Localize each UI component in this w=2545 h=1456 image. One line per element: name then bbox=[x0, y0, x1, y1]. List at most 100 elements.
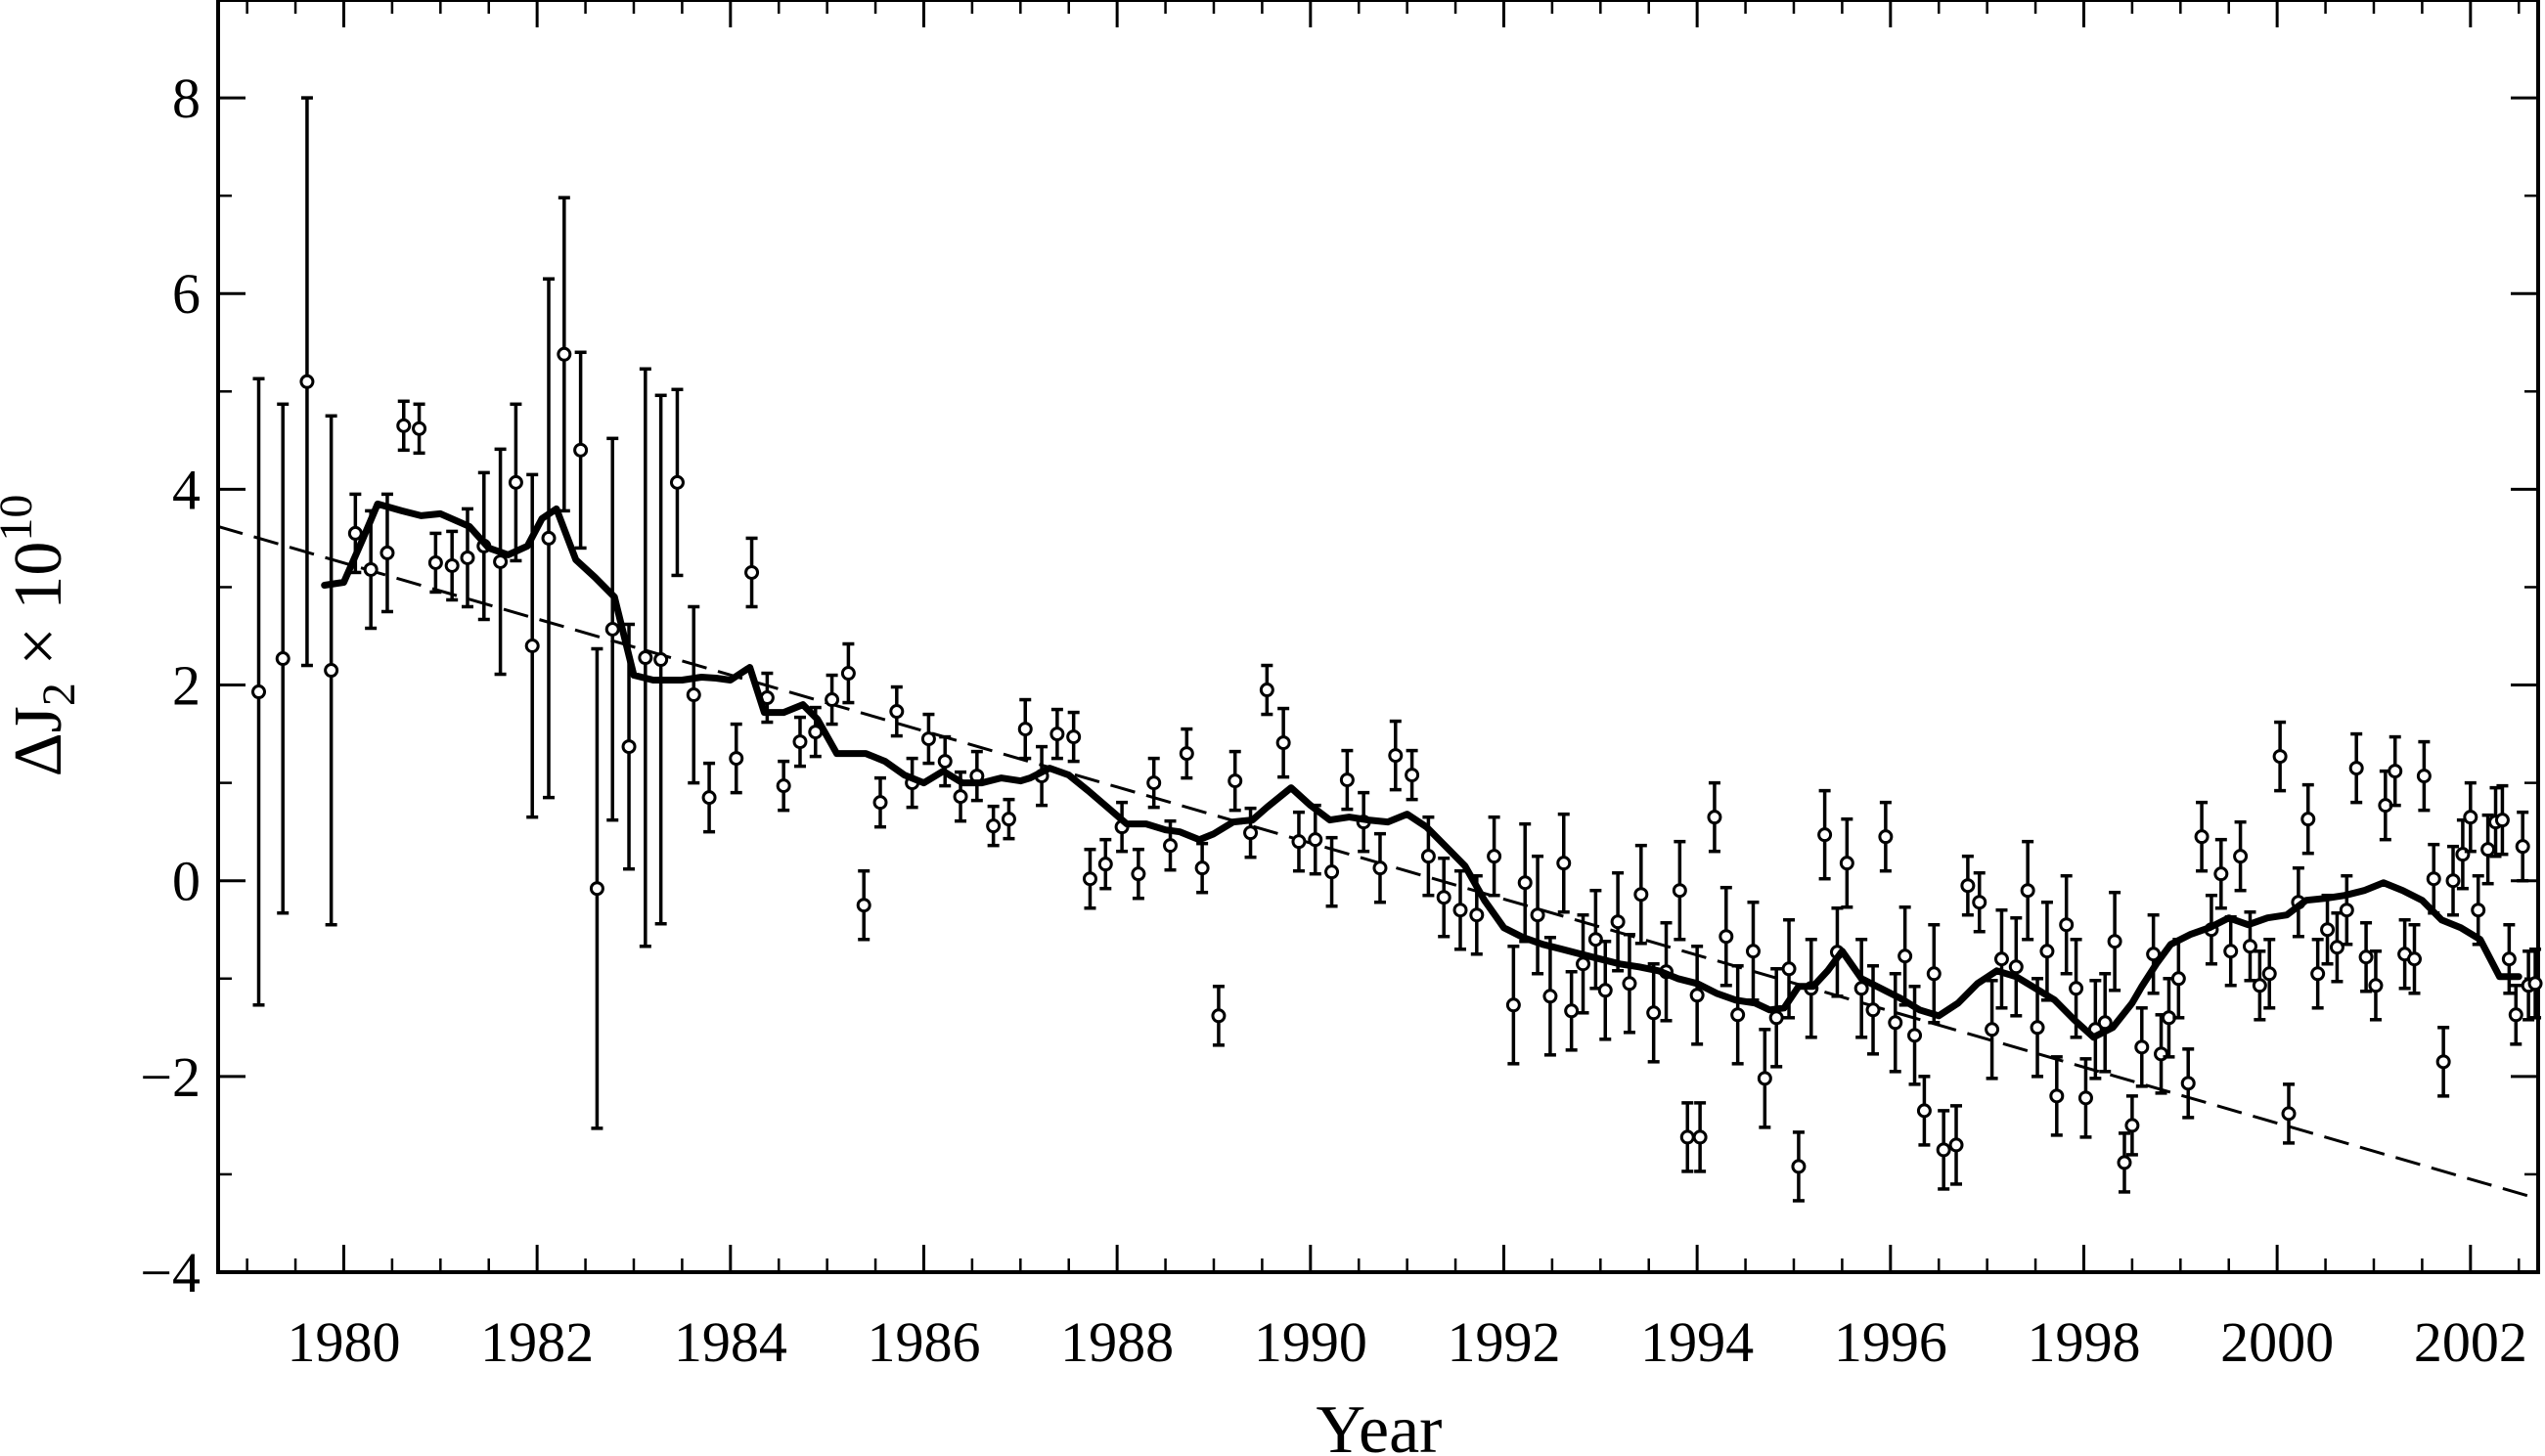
point-marker bbox=[412, 420, 427, 436]
point-marker bbox=[1576, 956, 1591, 972]
data-point bbox=[2124, 1094, 2140, 1157]
data-points-layer bbox=[251, 96, 2543, 1203]
data-point bbox=[744, 536, 760, 609]
point-marker bbox=[1372, 860, 1388, 876]
point-marker bbox=[2008, 959, 2024, 975]
data-point bbox=[2310, 937, 2326, 1010]
x-tick-label: 1984 bbox=[674, 1310, 787, 1374]
data-point bbox=[840, 641, 856, 705]
point-marker bbox=[653, 652, 669, 668]
data-point bbox=[1707, 780, 1722, 854]
point-marker bbox=[493, 553, 509, 569]
point-marker bbox=[856, 898, 871, 913]
point-marker bbox=[1564, 1003, 1580, 1019]
point-marker bbox=[2170, 971, 2186, 987]
point-marker bbox=[2480, 842, 2496, 858]
point-marker bbox=[2310, 966, 2326, 982]
point-marker bbox=[937, 754, 953, 770]
point-marker bbox=[524, 639, 540, 654]
data-point bbox=[557, 196, 572, 513]
data-point bbox=[1505, 944, 1521, 1066]
point-marker bbox=[2194, 829, 2210, 845]
point-marker bbox=[2252, 978, 2267, 993]
data-point bbox=[2501, 922, 2517, 995]
data-point bbox=[2097, 972, 2113, 1074]
x-tick-label: 1990 bbox=[1254, 1310, 1367, 1374]
x-axis-ticks: 1980 1982 1984 1986 1988 1990 1992 1994 1996 1998… bbox=[246, 0, 2527, 1374]
point-marker bbox=[1926, 966, 1942, 982]
data-point bbox=[2426, 842, 2441, 915]
data-point bbox=[2008, 915, 2024, 1018]
data-point bbox=[2180, 1047, 2196, 1120]
data-point bbox=[1916, 1075, 1932, 1147]
point-marker bbox=[363, 561, 379, 577]
point-marker bbox=[557, 346, 572, 362]
point-marker bbox=[2508, 1007, 2523, 1023]
point-marker bbox=[2358, 949, 2374, 965]
data-point bbox=[1768, 967, 1784, 1069]
point-marker bbox=[1517, 875, 1533, 891]
point-marker bbox=[1817, 827, 1833, 843]
data-point bbox=[1888, 972, 1903, 1074]
data-point bbox=[275, 402, 290, 915]
data-point bbox=[380, 492, 395, 614]
point-marker bbox=[1452, 903, 1468, 918]
data-point bbox=[1436, 856, 1451, 939]
data-point bbox=[1757, 1028, 1772, 1129]
point-marker bbox=[299, 374, 315, 389]
x-tick-label: 1992 bbox=[1447, 1310, 1560, 1374]
point-marker bbox=[1622, 976, 1637, 992]
data-point bbox=[825, 673, 840, 727]
data-point bbox=[669, 387, 685, 578]
data-point bbox=[589, 646, 604, 1130]
data-point bbox=[1587, 888, 1603, 991]
point-marker bbox=[1131, 866, 1146, 882]
data-point bbox=[2281, 1082, 2297, 1145]
point-marker bbox=[1781, 961, 1797, 977]
data-point bbox=[1542, 935, 1558, 1057]
x-tick-label: 1996 bbox=[1834, 1310, 1947, 1374]
point-marker bbox=[1243, 825, 1259, 841]
data-point bbox=[1517, 821, 1533, 944]
data-point bbox=[1388, 719, 1404, 792]
point-marker bbox=[2463, 810, 2478, 825]
point-marker bbox=[2213, 866, 2229, 882]
point-marker bbox=[889, 704, 905, 720]
point-marker bbox=[1633, 887, 1649, 903]
x-tick-label: 1986 bbox=[867, 1310, 980, 1374]
point-marker bbox=[2329, 940, 2344, 955]
data-point bbox=[1646, 962, 1662, 1064]
point-marker bbox=[1610, 914, 1626, 930]
data-point bbox=[1865, 964, 1881, 1056]
data-point bbox=[2059, 873, 2075, 976]
data-point bbox=[1853, 937, 1869, 1039]
point-marker bbox=[2300, 812, 2316, 827]
data-point bbox=[653, 393, 669, 926]
point-marker bbox=[2069, 981, 2084, 996]
data-point bbox=[1791, 1130, 1807, 1203]
x-axis-title: Year bbox=[1317, 1392, 1443, 1456]
data-point bbox=[1452, 868, 1468, 951]
data-point bbox=[1243, 806, 1259, 860]
data-point bbox=[2154, 1013, 2169, 1095]
data-point bbox=[2416, 739, 2432, 813]
point-marker bbox=[1730, 1007, 1746, 1023]
data-point bbox=[2300, 782, 2316, 856]
data-point bbox=[1948, 1104, 1964, 1186]
point-marker bbox=[1707, 810, 1722, 825]
point-marker bbox=[1308, 832, 1323, 848]
data-point bbox=[1211, 985, 1227, 1047]
point-marker bbox=[1049, 727, 1065, 742]
data-point bbox=[1839, 816, 1854, 909]
point-marker bbox=[1839, 856, 1854, 871]
data-point bbox=[2134, 1006, 2150, 1088]
data-point bbox=[541, 277, 557, 800]
point-marker bbox=[1587, 932, 1603, 948]
point-marker bbox=[1646, 1005, 1662, 1021]
y-axis-title-base: ΔJ bbox=[1, 706, 76, 776]
point-marker bbox=[1259, 683, 1274, 698]
point-marker bbox=[1146, 775, 1162, 791]
data-point bbox=[2107, 890, 2122, 993]
x-tick-label: 1980 bbox=[287, 1310, 400, 1374]
point-marker bbox=[2180, 1076, 2196, 1091]
